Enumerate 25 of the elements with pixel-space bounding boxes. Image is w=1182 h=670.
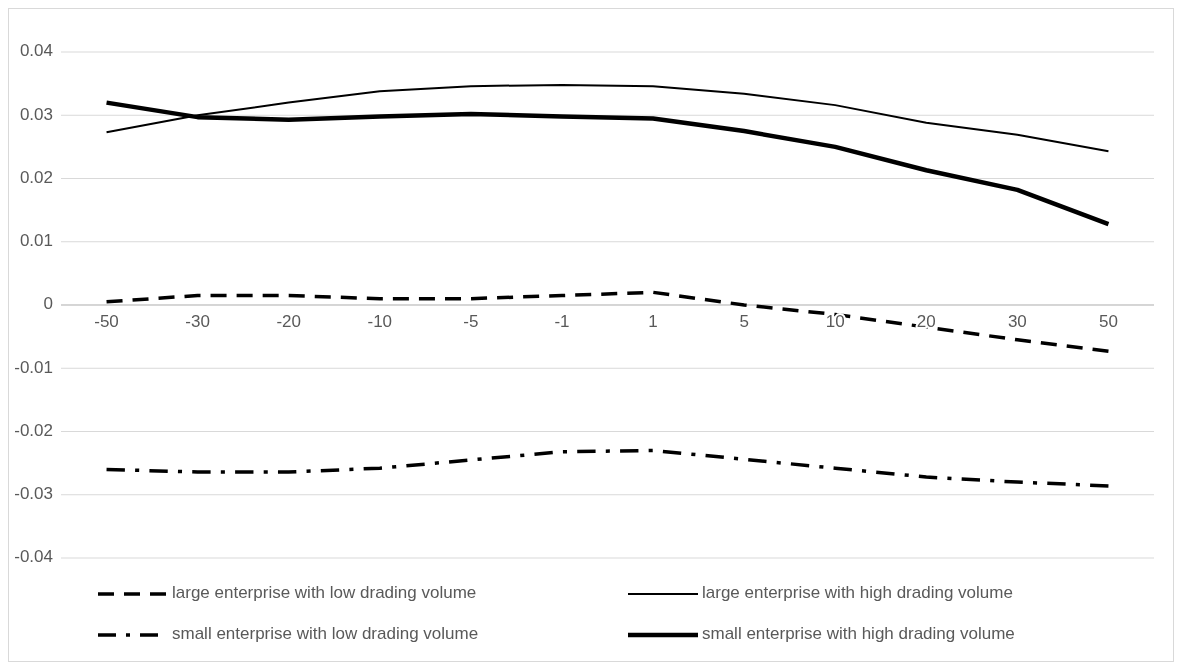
x-tick-label: 10 <box>825 312 845 332</box>
legend-label: large enterprise with low drading volume <box>172 583 477 603</box>
legend-label: large enterprise with high drading volume <box>702 583 1013 603</box>
x-tick-label: 50 <box>1099 312 1118 332</box>
y-tick-label: 0 <box>43 294 53 314</box>
y-tick-label: 0.01 <box>19 231 53 251</box>
y-tick-label: -0.01 <box>14 357 53 377</box>
x-tick-label: -1 <box>554 312 570 332</box>
y-tick-label: -0.03 <box>14 484 53 504</box>
x-tick-label: -5 <box>463 312 479 332</box>
x-tick-label: 30 <box>1007 312 1027 332</box>
y-tick-label: -0.04 <box>14 547 53 567</box>
x-tick-label: 5 <box>739 312 749 332</box>
x-tick-label: -10 <box>367 312 393 332</box>
x-tick-label: -50 <box>94 312 119 332</box>
y-tick-label: 0.04 <box>19 41 53 61</box>
legend-label: small enterprise with low drading volume <box>172 624 479 644</box>
legend-label: small enterprise with high drading volume <box>702 624 1015 644</box>
y-tick-label: 0.03 <box>19 104 53 124</box>
y-tick-label: 0.02 <box>19 167 53 187</box>
line-series <box>104 448 1111 488</box>
x-tick-label: -20 <box>276 312 301 332</box>
y-tick-label: -0.02 <box>14 420 53 440</box>
x-tick-label: -30 <box>185 312 210 332</box>
x-tick-label: 1 <box>648 312 658 332</box>
